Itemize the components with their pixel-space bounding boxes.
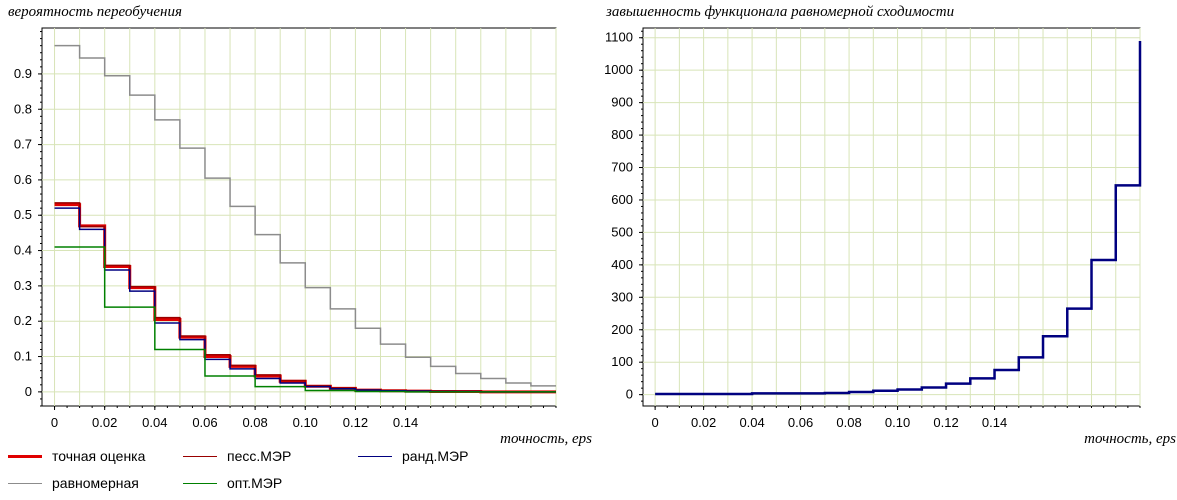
y-tick-label: 1100 (605, 30, 633, 45)
y-tick-label: 0.5 (14, 207, 32, 222)
legend-swatch (8, 482, 42, 484)
x-tick-label: 0 (51, 415, 58, 430)
y-tick-label: 0.9 (14, 66, 32, 81)
x-tick-label: 0 (652, 415, 659, 430)
legend-item: опт.МЭР (183, 475, 282, 491)
y-tick-label: 600 (611, 192, 633, 207)
legend-item: ранд.МЭР (358, 448, 468, 464)
x-tick-label: 0.14 (393, 415, 418, 430)
chart-title: вероятность переобучения (8, 4, 182, 20)
y-tick-label: 0.8 (14, 101, 32, 116)
x-axis-label: точность, eps (1084, 431, 1176, 447)
y-tick-label: 300 (611, 289, 633, 304)
x-tick-label: 0.08 (836, 415, 861, 430)
y-tick-label: 500 (611, 224, 633, 239)
x-tick-label: 0.14 (982, 415, 1007, 430)
x-tick-label: 0.08 (242, 415, 267, 430)
x-tick-label: 0.04 (739, 415, 764, 430)
y-tick-label: 200 (611, 322, 633, 337)
overestimation-chart: 0 100 200 300 400 500 600 700 800 900 1000 1100 0 0.0… (604, 27, 1176, 447)
legend-swatch (8, 454, 42, 458)
plot-frame (41, 27, 557, 407)
y-tick-label: 0 (25, 384, 32, 399)
x-tick-label: 0.12 (343, 415, 368, 430)
x-tick-label: 0.10 (885, 415, 910, 430)
overfitting-chart: 0 0.1 0.2 0.3 0.4 0.5 0.6 0.7 0.8 0.9 0 0.02 0.04 0.0… (14, 27, 592, 447)
x-tick-label: 0.02 (92, 415, 117, 430)
y-tick-label: 1000 (604, 62, 633, 77)
x-axis-label: точность, eps (500, 431, 592, 447)
chart-title: завышенность функционала равномерной схо… (606, 4, 955, 20)
x-tick-label: 0.10 (293, 415, 318, 430)
legend-item: песс.МЭР (183, 448, 291, 464)
y-tick-label: 400 (611, 257, 633, 272)
x-tick-label: 0.06 (788, 415, 813, 430)
series-line-4 (54, 246, 556, 393)
legend-label: равномерная (52, 475, 139, 491)
overestimation-chart-panel: завышенность функционала равномерной схо… (600, 0, 1177, 447)
y-tick-label: 0.7 (14, 137, 32, 152)
legend-item: равномерная (8, 475, 139, 491)
y-tick-label: 0.2 (14, 313, 32, 328)
legend-swatch (183, 482, 217, 484)
y-tick-label: 0.6 (14, 172, 32, 187)
legend-label: песс.МЭР (227, 448, 292, 464)
x-tick-label: 0.12 (933, 415, 958, 430)
legend-swatch (358, 455, 392, 457)
y-tick-label: 900 (611, 95, 633, 110)
x-tick-label: 0.06 (192, 415, 217, 430)
legend-label: точная оценка (52, 448, 146, 464)
series-line-3 (54, 44, 556, 387)
x-tick-label: 0.02 (691, 415, 716, 430)
y-tick-label: 0.4 (14, 243, 32, 258)
series-line-0 (655, 40, 1142, 396)
legend-label: ранд.МЭР (402, 448, 469, 464)
y-tick-label: 0.1 (14, 349, 32, 364)
legend-swatch (183, 455, 217, 457)
y-tick-label: 100 (611, 354, 633, 369)
y-tick-label: 0.3 (14, 278, 32, 293)
plot-frame (642, 27, 1141, 407)
y-tick-label: 700 (611, 160, 633, 175)
legend-item: точная оценка (8, 448, 145, 464)
y-tick-label: 800 (611, 127, 633, 142)
y-tick-label: 0 (626, 387, 633, 402)
legend-label: опт.МЭР (227, 475, 283, 491)
x-tick-label: 0.04 (142, 415, 167, 430)
chart-legend: точная оценка песс.МЭР ранд.МЭР равномерная… (8, 448, 588, 498)
overfitting-chart-panel: вероятность переобучения 0 0.1 0.2 0.3 0.4 0.… (8, 4, 592, 498)
